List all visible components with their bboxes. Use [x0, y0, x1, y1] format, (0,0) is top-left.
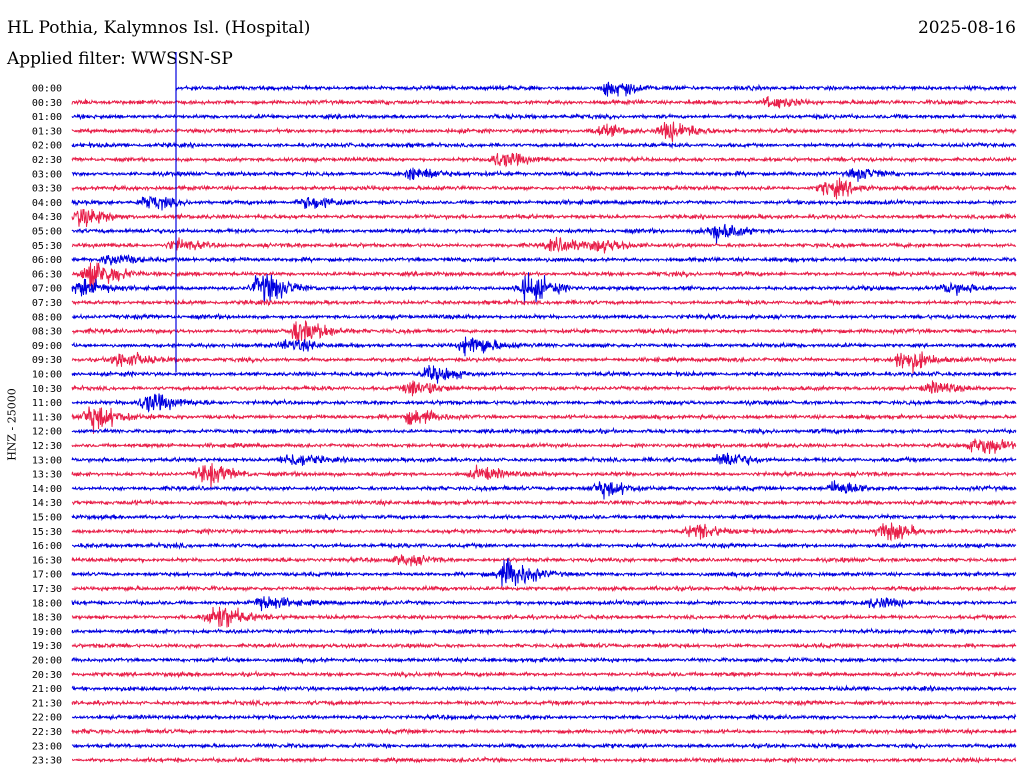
- trace-row-1230: [71, 438, 1017, 454]
- trace-row-0600: [71, 254, 1017, 266]
- time-tick-label: 19:30: [32, 641, 62, 652]
- time-tick-label: 09:00: [32, 341, 62, 352]
- time-tick-label: 10:30: [32, 384, 62, 395]
- trace-row-0330: [71, 177, 1017, 200]
- trace-row-1700: [71, 557, 1017, 587]
- trace-row-0630: [71, 262, 1017, 292]
- trace-row-1430: [72, 498, 1017, 508]
- trace-row-0400: [71, 195, 1017, 211]
- trace-row-0500: [71, 223, 1017, 244]
- time-tick-label: 13:00: [32, 455, 62, 466]
- trace-row-1000: [71, 364, 1017, 384]
- time-tick-label: 22:30: [32, 727, 62, 738]
- time-tick-label: 15:30: [32, 527, 62, 538]
- time-tick-label: 08:30: [32, 327, 62, 338]
- trace-row-0900: [71, 336, 1017, 357]
- time-tick-label: 04:30: [32, 212, 62, 223]
- trace-row-1330: [71, 463, 1017, 488]
- time-tick-label: 21:00: [32, 684, 62, 695]
- time-tick-label: 09:30: [32, 355, 62, 366]
- trace-row-1530: [71, 522, 1017, 542]
- trace-row-2200: [71, 713, 1017, 722]
- trace-row-0200: [71, 141, 1017, 150]
- trace-row-0730: [71, 298, 1017, 307]
- trace-row-0130: [71, 121, 1017, 142]
- time-tick-label: 21:30: [32, 698, 62, 709]
- time-tick-label: 14:30: [32, 498, 62, 509]
- time-tick-label: 20:00: [32, 656, 62, 667]
- time-tick-label: 01:00: [32, 112, 62, 123]
- trace-row-0800: [71, 312, 1017, 322]
- time-tick-label: 00:00: [32, 84, 62, 95]
- trace-row-1930: [71, 641, 1017, 650]
- trace-row-0830: [72, 320, 1017, 343]
- trace-row-1900: [71, 627, 1017, 636]
- trace-row-2230: [71, 727, 1017, 736]
- trace-row-0530: [71, 236, 1017, 254]
- date-label: 2025-08-16: [917, 18, 1016, 38]
- time-tick-label: 00:30: [32, 98, 62, 109]
- time-tick-label: 12:30: [32, 441, 62, 452]
- time-tick-label: 23:00: [32, 741, 62, 752]
- time-tick-label: 03:30: [32, 184, 62, 195]
- trace-row-0030: [71, 95, 1017, 109]
- station-title: HL Pothia, Kalymnos Isl. (Hospital): [7, 18, 311, 38]
- time-tick-label: 07:00: [32, 284, 62, 295]
- time-tick-label: 11:00: [32, 398, 62, 409]
- trace-row-0100: [71, 112, 1017, 121]
- trace-row-2100: [71, 684, 1017, 693]
- time-tick-label: 02:00: [32, 141, 62, 152]
- trace-row-1030: [71, 380, 1017, 397]
- trace-row-0300: [71, 167, 1017, 182]
- time-tick-label: 17:30: [32, 584, 62, 595]
- trace-row-0000: [175, 81, 1017, 97]
- trace-row-2330: [72, 755, 1017, 765]
- time-tick-label: 15:00: [32, 513, 62, 524]
- time-tick-label: 18:00: [32, 598, 62, 609]
- time-tick-label: 05:30: [32, 241, 62, 252]
- time-tick-label: 07:30: [32, 298, 62, 309]
- trace-row-0230: [71, 152, 1017, 168]
- time-tick-label: 22:00: [32, 713, 62, 724]
- trace-row-1200: [71, 426, 1017, 436]
- trace-row-0930: [71, 351, 1017, 374]
- trace-row-1830: [71, 606, 1017, 628]
- time-tick-label: 19:00: [32, 627, 62, 638]
- time-tick-label: 04:00: [32, 198, 62, 209]
- time-tick-label: 06:00: [32, 255, 62, 266]
- time-tick-label: 05:00: [32, 227, 62, 238]
- trace-row-0430: [71, 208, 1016, 227]
- trace-row-1100: [71, 393, 1017, 413]
- time-tick-label: 16:30: [32, 555, 62, 566]
- time-tick-label: 13:30: [32, 470, 62, 481]
- trace-row-2000: [71, 655, 1017, 665]
- trace-row-1730: [71, 584, 1016, 593]
- trace-row-2030: [71, 669, 1016, 679]
- trace-row-0700: [71, 272, 1017, 305]
- trace-row-1630: [71, 554, 1017, 567]
- time-tick-label: 11:30: [32, 412, 62, 423]
- time-tick-label: 16:00: [32, 541, 62, 552]
- time-tick-label: 12:00: [32, 427, 62, 438]
- time-tick-label: 14:00: [32, 484, 62, 495]
- time-tick-label: 17:00: [32, 570, 62, 581]
- trace-row-1600: [72, 541, 1017, 550]
- time-tick-label: 02:30: [32, 155, 62, 166]
- time-tick-label: 18:30: [32, 613, 62, 624]
- trace-row-2130: [71, 698, 1017, 708]
- time-tick-label: 06:30: [32, 269, 62, 280]
- time-tick-label: 08:00: [32, 312, 62, 323]
- time-tick-label: 01:30: [32, 126, 62, 137]
- time-tick-label: 10:00: [32, 370, 62, 381]
- time-tick-label: 20:30: [32, 670, 62, 681]
- trace-row-2300: [71, 741, 1017, 750]
- trace-row-1500: [71, 512, 1017, 522]
- trace-row-1800: [71, 596, 1017, 612]
- trace-row-1130: [71, 406, 1017, 434]
- trace-row-1400: [71, 480, 1017, 500]
- trace-row-1300: [71, 452, 1017, 466]
- time-tick-label: 23:30: [32, 756, 62, 767]
- time-tick-label: 03:00: [32, 169, 62, 180]
